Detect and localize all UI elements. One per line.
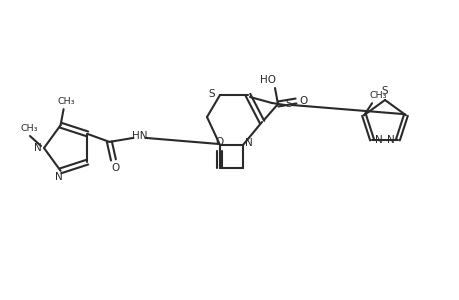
- Text: N: N: [55, 172, 62, 182]
- Text: N: N: [386, 135, 394, 145]
- Text: CH₃: CH₃: [369, 91, 386, 100]
- Text: HO: HO: [259, 75, 275, 85]
- Text: S: S: [208, 89, 215, 99]
- Text: O: O: [299, 96, 308, 106]
- Text: CH₃: CH₃: [20, 124, 38, 133]
- Text: N: N: [34, 143, 42, 153]
- Text: HN: HN: [131, 131, 147, 141]
- Text: N: N: [245, 138, 252, 148]
- Text: CH₃: CH₃: [58, 97, 75, 106]
- Text: O: O: [215, 137, 224, 147]
- Text: S: S: [285, 99, 291, 109]
- Text: S: S: [381, 86, 387, 96]
- Text: N: N: [375, 135, 382, 145]
- Text: O: O: [111, 163, 119, 173]
